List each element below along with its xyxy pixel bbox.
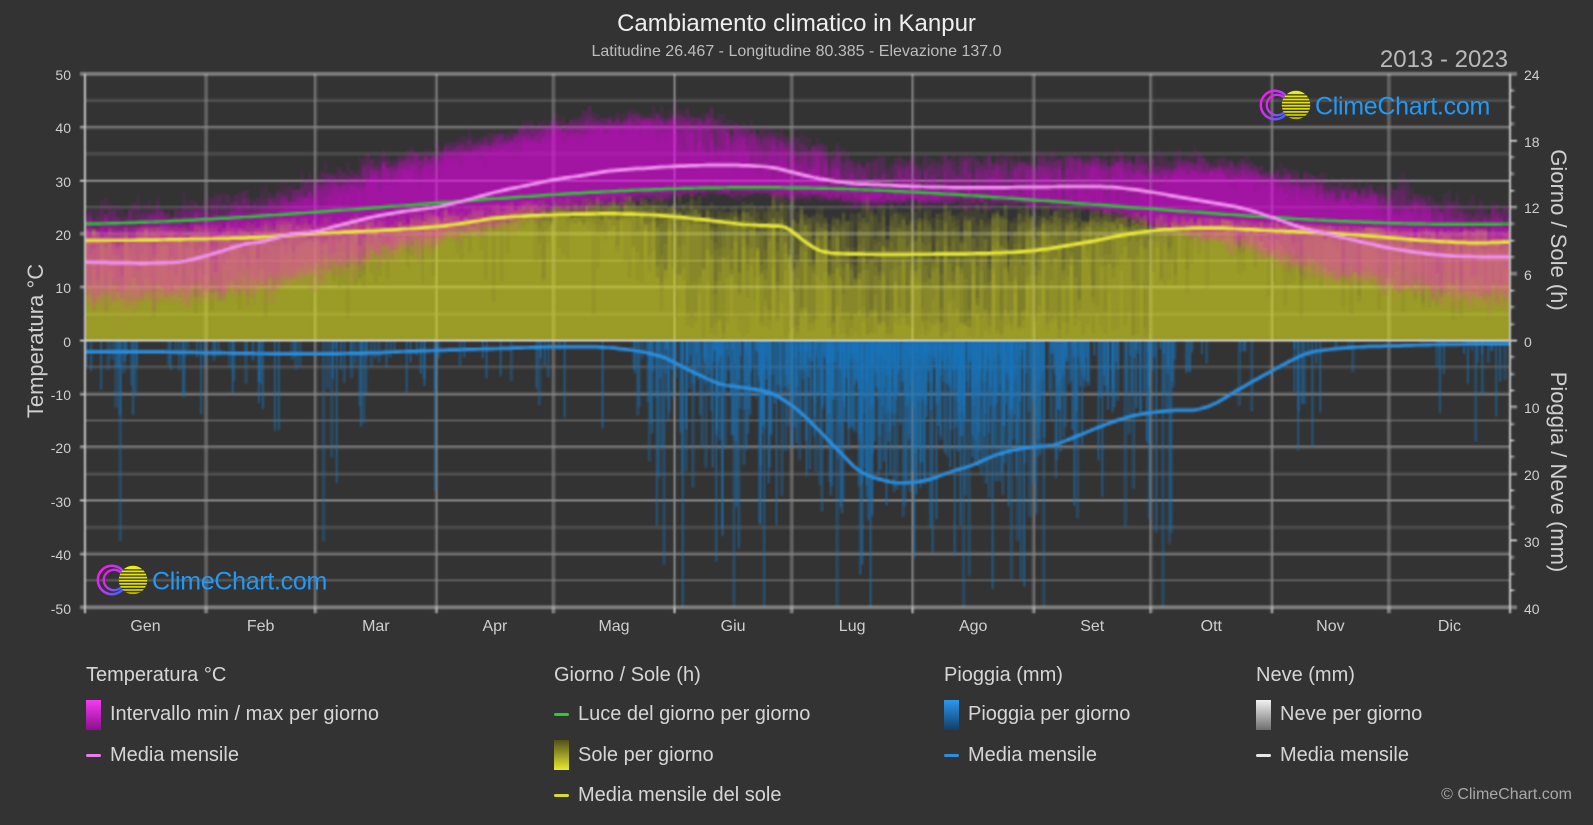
svg-text:ClimeChart.com: ClimeChart.com bbox=[152, 568, 327, 596]
svg-text:ClimeChart.com: ClimeChart.com bbox=[1315, 93, 1490, 121]
